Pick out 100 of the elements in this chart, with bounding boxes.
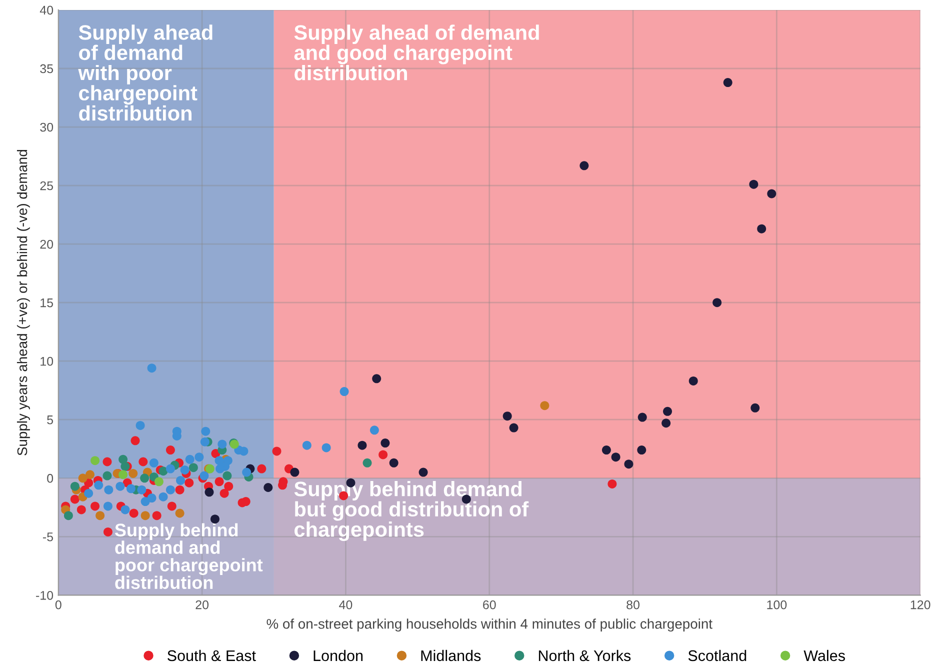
point bbox=[502, 412, 512, 421]
point bbox=[175, 508, 184, 518]
y-tick-label: 0 bbox=[47, 474, 54, 483]
point bbox=[120, 505, 130, 514]
point bbox=[257, 464, 266, 474]
point bbox=[94, 480, 104, 490]
point bbox=[102, 471, 112, 480]
point bbox=[723, 78, 732, 88]
x-tick-label: 20 bbox=[196, 600, 209, 610]
point bbox=[418, 468, 428, 477]
point bbox=[200, 471, 209, 480]
point bbox=[166, 464, 175, 474]
point bbox=[118, 454, 128, 464]
y-tick-label: 5 bbox=[47, 416, 54, 424]
point bbox=[340, 387, 349, 396]
point bbox=[370, 426, 379, 435]
point bbox=[154, 477, 164, 486]
annotation: Supply ahead of demand and good chargepoint distribution bbox=[294, 24, 539, 80]
point bbox=[362, 458, 372, 468]
point bbox=[290, 468, 300, 477]
point bbox=[147, 494, 156, 503]
legend-label: South & East bbox=[168, 650, 256, 662]
point bbox=[216, 464, 225, 474]
point bbox=[611, 452, 620, 462]
legend-label: Scotland bbox=[688, 650, 746, 662]
point bbox=[140, 497, 150, 506]
point bbox=[166, 485, 175, 494]
point bbox=[90, 456, 100, 466]
point bbox=[76, 505, 86, 514]
point bbox=[712, 298, 722, 308]
point bbox=[126, 484, 136, 494]
point bbox=[116, 482, 125, 491]
point bbox=[509, 423, 518, 432]
point bbox=[84, 488, 94, 498]
point bbox=[264, 483, 273, 492]
point bbox=[149, 458, 158, 468]
point bbox=[136, 420, 145, 430]
y-tick-label: 10 bbox=[40, 356, 54, 366]
point bbox=[767, 189, 776, 198]
point bbox=[128, 468, 138, 478]
point bbox=[200, 437, 210, 446]
annotation: Supply ahead of demand with poor chargepoint distribution bbox=[78, 24, 212, 121]
x-tick-label: 120 bbox=[910, 600, 930, 610]
point bbox=[540, 401, 550, 410]
point bbox=[214, 456, 224, 466]
y-tick-label: 40 bbox=[40, 6, 54, 15]
x-tick-label: 60 bbox=[483, 600, 496, 610]
point bbox=[158, 492, 168, 502]
point bbox=[158, 466, 168, 476]
point bbox=[175, 485, 184, 494]
point bbox=[140, 511, 150, 520]
point bbox=[201, 426, 210, 436]
point bbox=[70, 482, 80, 491]
point bbox=[147, 364, 156, 373]
point bbox=[103, 502, 112, 511]
point bbox=[378, 450, 388, 460]
point bbox=[102, 457, 112, 466]
point bbox=[118, 470, 128, 480]
point bbox=[580, 161, 589, 170]
y-tick-label: 15 bbox=[40, 298, 54, 308]
point bbox=[64, 511, 73, 520]
legend-label: North & Yorks bbox=[538, 650, 631, 662]
y-tick-label: -5 bbox=[42, 532, 54, 542]
point bbox=[302, 440, 312, 450]
y-tick-label: 25 bbox=[40, 181, 54, 190]
y-tick-label: 35 bbox=[40, 64, 54, 74]
point bbox=[137, 485, 146, 494]
point bbox=[372, 374, 382, 384]
point bbox=[239, 446, 248, 456]
x-axis-title: % of on-street parking households within 4 minutes of public chargepoint bbox=[266, 618, 712, 632]
point bbox=[749, 180, 758, 189]
x-tick-label: 80 bbox=[626, 600, 640, 610]
point bbox=[389, 458, 398, 468]
point bbox=[662, 418, 671, 428]
point bbox=[222, 471, 232, 480]
point bbox=[757, 224, 766, 234]
point bbox=[214, 477, 224, 486]
point bbox=[194, 452, 204, 462]
point bbox=[96, 511, 105, 520]
point bbox=[272, 446, 282, 456]
point bbox=[140, 474, 150, 483]
point bbox=[78, 474, 88, 483]
point bbox=[180, 465, 190, 474]
point bbox=[103, 527, 112, 536]
annotation: Supply behind demand and poor chargepoint distribution bbox=[114, 523, 263, 589]
point bbox=[322, 443, 331, 452]
point bbox=[608, 479, 617, 488]
x-tick-label: 0 bbox=[55, 600, 62, 610]
point bbox=[152, 511, 162, 520]
point bbox=[184, 478, 194, 488]
point bbox=[167, 502, 176, 511]
point bbox=[358, 440, 367, 450]
legend-label: Wales bbox=[804, 650, 845, 662]
legend-label: London bbox=[314, 650, 363, 662]
point bbox=[663, 406, 672, 416]
point bbox=[166, 446, 175, 455]
point bbox=[380, 438, 390, 448]
point bbox=[218, 440, 227, 449]
point bbox=[176, 476, 186, 485]
point bbox=[188, 463, 198, 472]
